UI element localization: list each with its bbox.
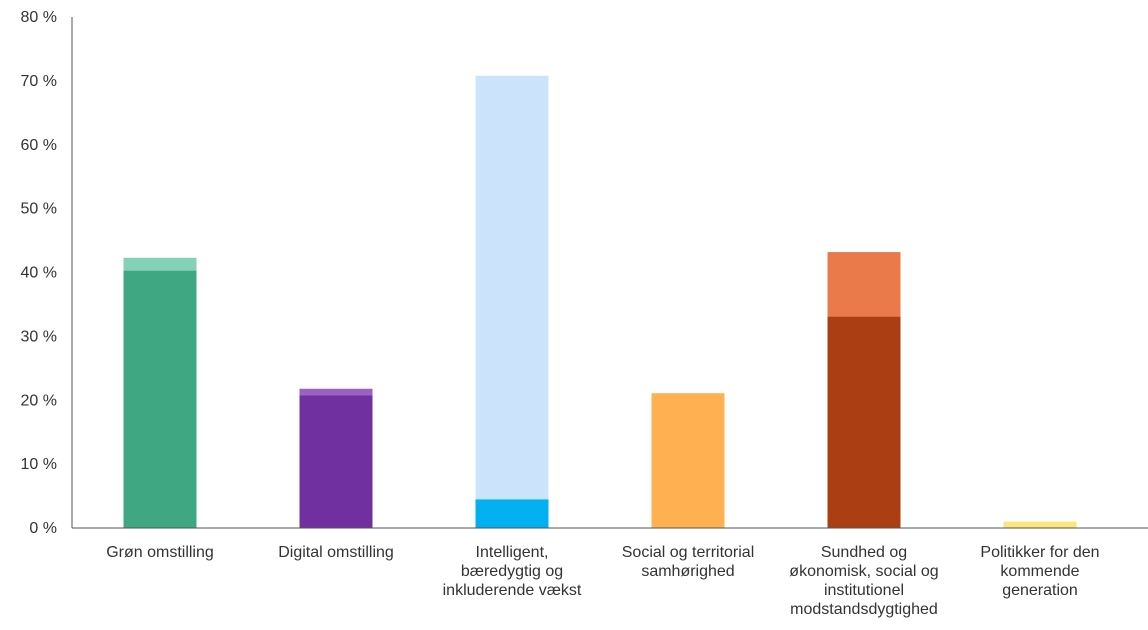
y-tick-label: 30 % bbox=[21, 328, 57, 345]
bar-segment-1-1 bbox=[123, 270, 197, 528]
x-category-label: Social og territorial bbox=[622, 544, 755, 561]
x-category-label: generation bbox=[1002, 582, 1078, 599]
y-tick-label: 10 % bbox=[21, 456, 57, 473]
x-category-label: Politikker for den bbox=[980, 544, 1099, 561]
y-axis: 0 % 10 % 20 % 30 % 40 % 50 % 60 % 70 % 80 % bbox=[21, 9, 73, 537]
bar-segment-3-1 bbox=[475, 499, 549, 528]
y-tick-label: 70 % bbox=[21, 73, 57, 90]
y-tick-label: 80 % bbox=[21, 9, 57, 26]
x-category-label: økonomisk, social og bbox=[789, 563, 938, 580]
bars bbox=[123, 75, 1077, 528]
bar-segment-2-1 bbox=[299, 395, 373, 528]
y-tick-label: 0 % bbox=[29, 520, 57, 537]
x-category-label: Digital omstilling bbox=[278, 544, 394, 561]
y-tick-label: 50 % bbox=[21, 201, 57, 218]
x-category-label: Sundhed og bbox=[821, 544, 907, 561]
y-tick-label: 20 % bbox=[21, 392, 57, 409]
x-category-label: modstandsdygtighed bbox=[790, 601, 938, 618]
bar-segment-3-2 bbox=[475, 75, 549, 500]
x-category-label: bæredygtig og bbox=[461, 563, 563, 580]
x-category-label: Grøn omstilling bbox=[106, 544, 214, 561]
y-tick-label: 60 % bbox=[21, 137, 57, 154]
bar-segment-5-2 bbox=[827, 252, 901, 317]
bar-segment-5-1 bbox=[827, 316, 901, 528]
bar-segment-1-2 bbox=[123, 257, 197, 271]
bar-segment-4-1 bbox=[651, 393, 725, 528]
x-category-label: kommende bbox=[1000, 563, 1079, 580]
bar-segment-2-2 bbox=[299, 388, 373, 396]
x-category-label: inkluderende vækst bbox=[443, 582, 582, 599]
x-category-label: samhørighed bbox=[641, 563, 734, 580]
y-tick-label: 40 % bbox=[21, 265, 57, 282]
x-category-label: institutionel bbox=[824, 582, 904, 599]
x-axis: Grøn omstilling Digital omstilling Intelli… bbox=[72, 527, 1148, 618]
bar-segment-6-1 bbox=[1003, 521, 1077, 528]
x-category-label: Intelligent, bbox=[476, 544, 549, 561]
